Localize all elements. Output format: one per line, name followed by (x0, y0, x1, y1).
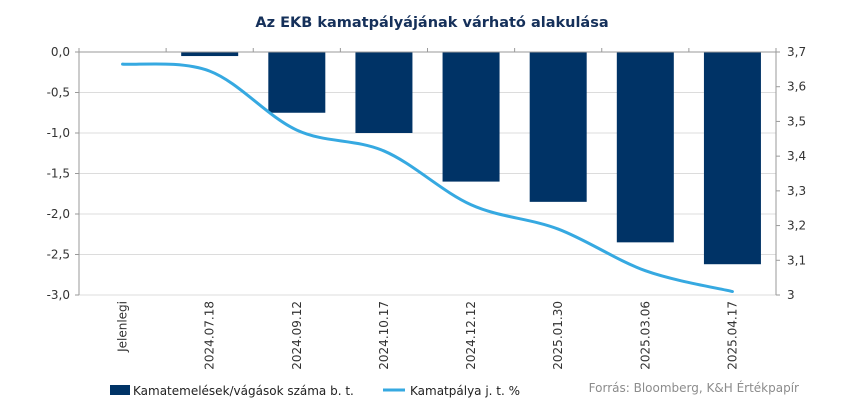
bar-2025.01.30 (529, 52, 587, 202)
y-left-tick-label: -2,5 (47, 248, 70, 262)
y-left-tick-label: -1,0 (47, 126, 70, 140)
grid-layer (79, 51, 776, 296)
x-tick-label: 2025.04.17 (725, 301, 739, 370)
y-left-tick-label: -3,0 (47, 288, 70, 302)
x-tick-label: 2024.09.12 (290, 301, 304, 370)
x-tick-label: 2025.01.30 (551, 301, 565, 370)
y-right-tick-label: 3,5 (787, 114, 806, 128)
tick-label-layer: 0,0 -0,5 -1,0 -1,5 -2,0 -2,5 -3,0 3,7 3,6 3,5 3,4 3… (47, 45, 807, 370)
y-right-tick-label: 3,6 (787, 80, 806, 94)
x-tick-label: Jelenlegi (116, 301, 130, 353)
y-left-tick-label: -0,5 (47, 86, 70, 100)
y-left-tick-label: 0,0 (51, 45, 70, 59)
legend-label-bar: Kamatemelések/vágások száma b. t. (133, 384, 354, 398)
legend-swatch-bar (110, 385, 130, 395)
legend-label-line: Kamatpálya j. t. % (410, 384, 520, 398)
y-left-tick-label: -1,5 (47, 167, 70, 181)
bar-2024.09.12 (268, 52, 326, 113)
y-right-tick-label: 3,3 (787, 184, 806, 198)
source-note: Forrás: Bloomberg, K&H Értékpapír (589, 380, 799, 395)
x-tick-label: 2024.07.18 (203, 301, 217, 370)
y-right-tick-label: 3,1 (787, 253, 806, 267)
bar-2024.07.18 (181, 52, 239, 57)
line-series-layer (121, 62, 734, 294)
y-right-tick-label: 3,4 (787, 149, 806, 163)
x-tick-label: 2024.12.12 (464, 301, 478, 370)
y-left-tick-label: -2,0 (47, 207, 70, 221)
bar-2024.12.12 (442, 52, 500, 182)
y-right-tick-label: 3 (787, 288, 795, 302)
bar-2025.04.17 (703, 52, 761, 265)
chart-title: Az EKB kamatpályájának várható alakulása (255, 15, 608, 31)
bar-2025.03.06 (616, 52, 674, 243)
x-tick-label: 2025.03.06 (638, 301, 652, 370)
bar-2024.10.17 (355, 52, 413, 133)
legend: Kamatemelések/vágások száma b. t. Kamatp… (110, 384, 520, 398)
y-right-tick-label: 3,7 (787, 45, 806, 59)
axis-layer (75, 48, 780, 296)
line-kamatpalya (121, 62, 734, 294)
y-right-tick-label: 3,2 (787, 219, 806, 233)
bar-series-layer (181, 52, 761, 265)
x-tick-label: 2024.10.17 (377, 301, 391, 370)
